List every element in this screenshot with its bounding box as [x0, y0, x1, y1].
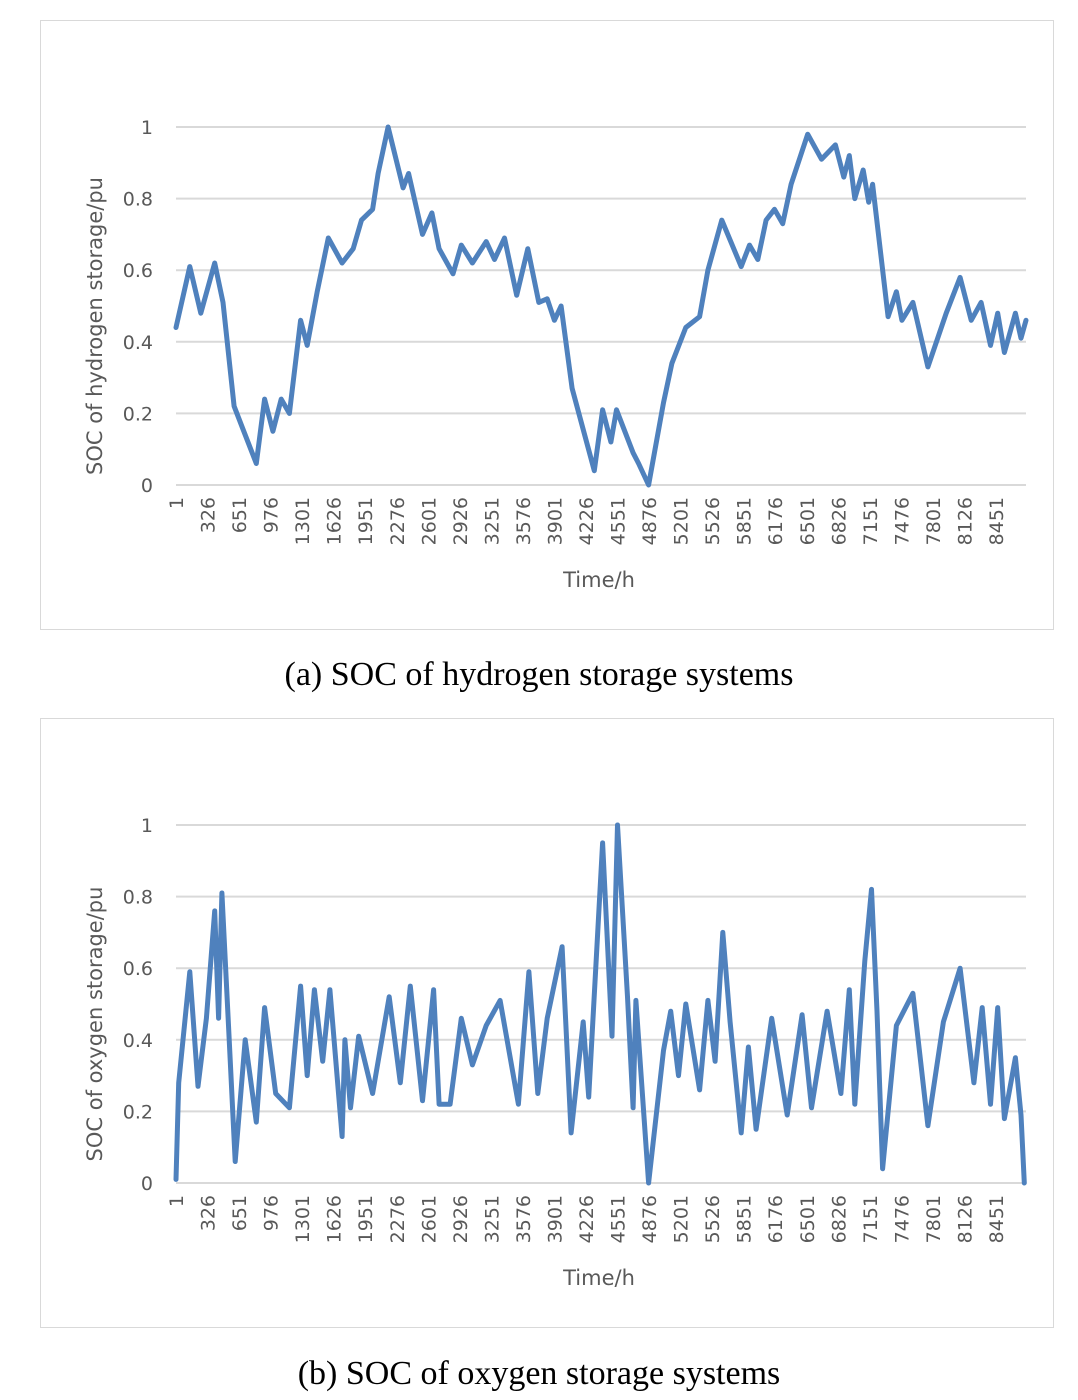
x-tick-label: 2601	[418, 497, 440, 545]
x-tick-label: 8451	[986, 1195, 1008, 1243]
x-tick-label: 3251	[481, 497, 503, 545]
x-tick-label: 7801	[923, 497, 945, 545]
x-tick-label: 4876	[639, 1195, 661, 1243]
x-tick-label: 6501	[797, 1195, 819, 1243]
caption-oxygen: (b) SOC of oxygen storage systems	[297, 1355, 781, 1392]
x-tick-label: 6176	[765, 497, 787, 545]
y-tick-label: 1	[141, 117, 153, 139]
x-tick-label: 4876	[639, 497, 661, 545]
x-tick-label: 7151	[860, 1195, 882, 1243]
x-tick-label: 2926	[450, 497, 472, 545]
x-tick-label: 7476	[891, 497, 913, 545]
x-tick-label: 5201	[671, 1195, 693, 1243]
y-tick-label: 0	[141, 1173, 153, 1195]
x-axis-title: Time/h	[562, 1266, 635, 1290]
x-tick-label: 6501	[797, 497, 819, 545]
x-axis-title: Time/h	[562, 568, 635, 592]
y-tick-label: 0.4	[123, 332, 153, 354]
x-tick-label: 1626	[324, 1195, 346, 1243]
x-tick-label: 2926	[450, 1195, 472, 1243]
x-tick-label: 326	[198, 1195, 220, 1231]
x-tick-label: 8126	[954, 497, 976, 545]
x-tick-label: 8451	[986, 497, 1008, 545]
x-tick-label: 6176	[765, 1195, 787, 1243]
x-tick-label: 2276	[387, 1195, 409, 1243]
x-tick-label: 5851	[734, 497, 756, 545]
x-tick-label: 2601	[418, 1195, 440, 1243]
x-tick-label: 5201	[671, 497, 693, 545]
hydrogen-soc-chart: 0 0.2 0.4 0.6 0.8 1 1 326 651 976 1301 1626 1951 2276…	[83, 117, 1029, 592]
y-axis-title: SOC of oxygen storage/pu	[83, 887, 107, 1162]
y-tick-label: 0.8	[123, 189, 153, 211]
x-tick-label: 1301	[292, 1195, 314, 1243]
x-tick-label: 976	[261, 1195, 283, 1231]
x-tick-label: 4226	[576, 497, 598, 545]
x-tick-label: 651	[229, 1195, 251, 1231]
y-tick-label: 0.4	[123, 1030, 153, 1052]
x-tick-label: 1301	[292, 497, 314, 545]
x-tick-label: 8126	[954, 1195, 976, 1243]
x-tick-label: 7476	[891, 1195, 913, 1243]
x-tick-label: 4551	[608, 1195, 630, 1243]
x-tick-label: 5526	[702, 1195, 724, 1243]
x-tick-label: 2276	[387, 497, 409, 545]
y-axis-title: SOC of hydrogen storage/pu	[83, 177, 107, 475]
caption-hydrogen: (a) SOC of hydrogen storage systems	[284, 656, 794, 693]
x-tick-label: 6826	[828, 497, 850, 545]
x-tick-label: 3576	[513, 497, 535, 545]
x-tick-label: 7801	[923, 1195, 945, 1243]
x-tick-label: 3251	[481, 1195, 503, 1243]
x-tick-label: 5526	[702, 497, 724, 545]
x-tick-label: 6826	[828, 1195, 850, 1243]
x-tick-label: 651	[229, 497, 251, 533]
x-tick-label: 3901	[544, 497, 566, 545]
x-tick-label: 326	[198, 497, 220, 533]
x-tick-label: 1951	[355, 1195, 377, 1243]
x-tick-label: 1626	[324, 497, 346, 545]
x-tick-label: 7151	[860, 497, 882, 545]
y-tick-label: 0.2	[123, 1101, 153, 1123]
chart-panel-oxygen: 0 0.2 0.4 0.6 0.8 1 1 326 651 976 1301 1626 1951 2276…	[40, 718, 1054, 1328]
x-tick-label: 1951	[355, 497, 377, 545]
series-line-soc	[173, 124, 1029, 488]
x-tick-label: 5851	[734, 1195, 756, 1243]
y-tick-label: 0.2	[123, 403, 153, 425]
series-line-soc	[173, 822, 1027, 1186]
y-tick-label: 1	[141, 815, 153, 837]
y-tick-label: 0.6	[123, 958, 153, 980]
x-tick-label: 1	[166, 497, 188, 509]
x-tick-label: 4226	[576, 1195, 598, 1243]
oxygen-soc-chart: 0 0.2 0.4 0.6 0.8 1 1 326 651 976 1301 1626 1951 2276…	[83, 815, 1027, 1290]
x-tick-label: 3901	[544, 1195, 566, 1243]
x-tick-label: 1	[166, 1195, 188, 1207]
x-tick-label: 3576	[513, 1195, 535, 1243]
y-tick-label: 0.8	[123, 887, 153, 909]
x-tick-label: 4551	[608, 497, 630, 545]
chart-panel-hydrogen: 0 0.2 0.4 0.6 0.8 1 1 326 651 976 1301 1626 1951 2276…	[40, 20, 1054, 630]
y-tick-label: 0.6	[123, 260, 153, 282]
y-tick-label: 0	[141, 475, 153, 497]
x-tick-label: 976	[261, 497, 283, 533]
